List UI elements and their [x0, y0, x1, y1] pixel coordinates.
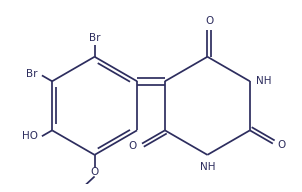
Text: O: O [205, 16, 214, 26]
Text: O: O [129, 141, 137, 151]
Text: Br: Br [89, 33, 100, 43]
Text: O: O [278, 140, 286, 150]
Text: HO: HO [22, 131, 38, 141]
Text: NH: NH [200, 162, 215, 172]
Text: O: O [91, 166, 99, 176]
Text: Br: Br [27, 70, 38, 79]
Text: NH: NH [256, 76, 271, 86]
